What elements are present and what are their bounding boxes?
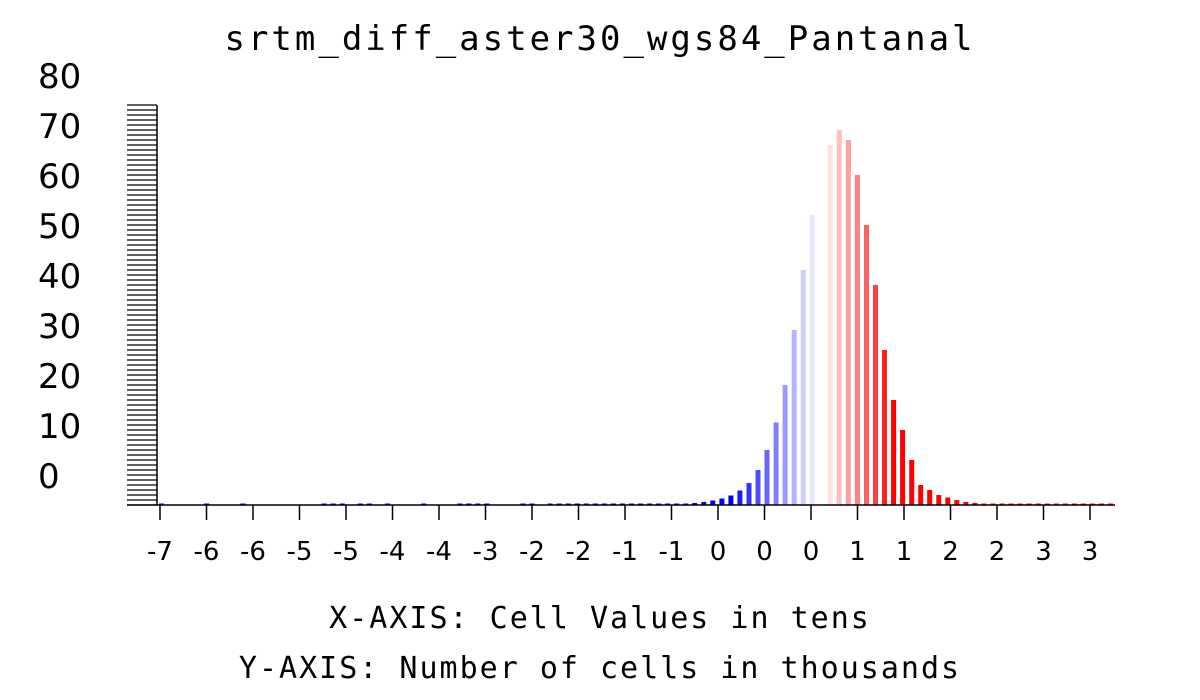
y-axis-ticks	[127, 104, 157, 506]
chart-title: srtm_diff_aster30_wgs84_Pantanal	[224, 19, 975, 59]
histogram-bar	[800, 270, 806, 505]
histogram-bar	[827, 145, 833, 505]
histogram-bar	[882, 350, 887, 505]
histogram-bar	[909, 460, 915, 505]
x-tick-label: 1	[849, 537, 866, 567]
histogram-bar	[809, 215, 815, 505]
x-tick-label: -7	[147, 537, 173, 567]
x-axis-ticks	[159, 505, 1091, 520]
x-tick-label: -2	[566, 537, 592, 567]
x-tick-label: 0	[756, 537, 773, 567]
y-tick-label: 30	[38, 307, 81, 347]
histogram-bar	[963, 502, 969, 505]
histogram-bar	[936, 495, 942, 505]
x-tick-label: 0	[803, 537, 820, 567]
histogram-bar	[755, 470, 761, 505]
histogram-bar	[710, 500, 716, 505]
histogram-bar	[782, 385, 788, 505]
histogram-bar	[854, 175, 860, 505]
y-tick-label: 0	[38, 457, 60, 497]
histogram-bar	[701, 502, 707, 505]
histogram-bar	[737, 490, 743, 505]
x-tick-label: -5	[287, 537, 313, 567]
histogram-bar	[818, 170, 824, 505]
y-tick-label: 80	[38, 57, 81, 97]
x-tick-label: 0	[710, 537, 727, 567]
histogram-bar	[746, 483, 752, 505]
x-tick-label: 2	[989, 537, 1006, 567]
histogram-bar	[918, 485, 924, 505]
histogram-bar	[900, 430, 906, 505]
histogram-bar	[764, 450, 770, 505]
y-axis-title: Y-AXIS: Number of cells in thousands	[239, 651, 961, 686]
histogram-bar	[954, 500, 960, 505]
x-tick-label: 3	[1082, 537, 1099, 567]
x-tick-label: -1	[612, 537, 638, 567]
x-tick-label: 2	[942, 537, 959, 567]
y-tick-label: 60	[38, 157, 81, 197]
histogram-bars	[159, 130, 1113, 505]
x-tick-label: -3	[473, 537, 499, 567]
x-tick-label: -4	[380, 537, 406, 567]
histogram-bar	[864, 225, 869, 505]
x-tick-label: -2	[519, 537, 545, 567]
x-axis-labels: -7 -6 -6 -5 -5 -4 -4 -3 -2 -2 -1 -1 0 0 0 1 1 2 2 3 3	[147, 537, 1098, 567]
histogram-bar	[773, 422, 779, 505]
x-tick-label: -4	[426, 537, 452, 567]
x-tick-label: -5	[333, 537, 359, 567]
histogram-bar	[945, 497, 951, 505]
histogram-bar	[728, 495, 734, 505]
histogram-bar	[972, 503, 978, 505]
histogram-bar	[927, 490, 933, 505]
y-tick-label: 50	[38, 207, 81, 247]
y-tick-label: 10	[38, 407, 81, 447]
x-axis-title: X-AXIS: Cell Values in tens	[329, 601, 871, 636]
x-tick-label: -1	[659, 537, 685, 567]
histogram-bar	[891, 400, 897, 505]
x-tick-label: 3	[1035, 537, 1052, 567]
histogram-bar	[873, 285, 878, 505]
y-tick-label: 40	[38, 257, 81, 297]
histogram-bar	[719, 498, 725, 505]
histogram-bar	[845, 140, 851, 505]
histogram-bar	[836, 130, 842, 505]
histogram-bar	[692, 503, 698, 505]
y-tick-label: 70	[38, 107, 81, 147]
y-axis-labels: 0 10 20 30 40 50 60 70 80	[38, 57, 81, 497]
x-tick-label: -6	[240, 537, 266, 567]
x-tick-label: -6	[194, 537, 220, 567]
histogram-bar	[791, 330, 797, 505]
y-tick-label: 20	[38, 357, 81, 397]
x-tick-label: 1	[896, 537, 913, 567]
